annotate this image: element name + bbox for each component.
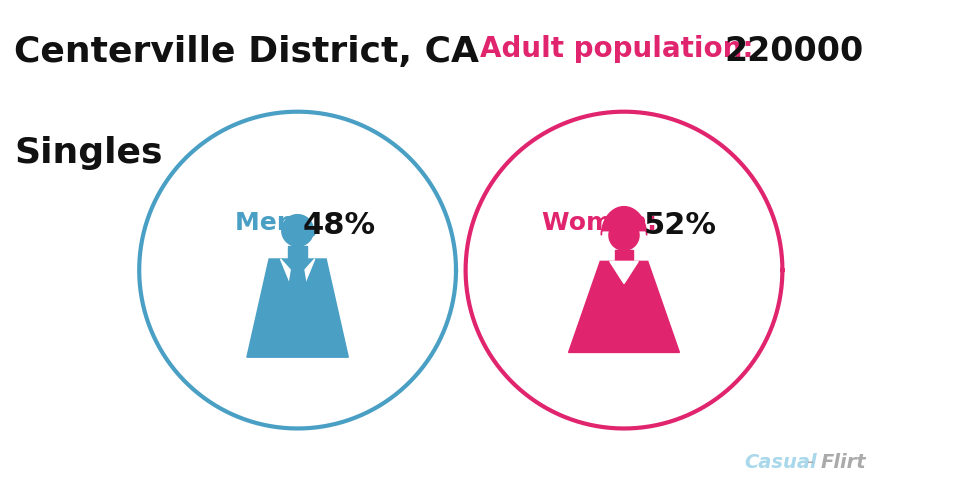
Text: 48%: 48% [302, 210, 375, 239]
Text: Singles: Singles [14, 135, 163, 169]
Text: Women:: Women: [542, 210, 666, 234]
Text: 220000: 220000 [725, 35, 864, 68]
Polygon shape [280, 260, 298, 294]
Text: Adult population:: Adult population: [480, 35, 763, 63]
Polygon shape [568, 262, 680, 353]
Polygon shape [610, 262, 638, 284]
Text: Casual: Casual [744, 452, 817, 471]
Polygon shape [312, 228, 315, 236]
Polygon shape [609, 221, 639, 251]
Polygon shape [283, 228, 286, 236]
Text: Men:: Men: [235, 210, 314, 234]
Polygon shape [615, 251, 633, 262]
Text: 52%: 52% [643, 210, 716, 239]
Polygon shape [247, 260, 348, 358]
Polygon shape [289, 268, 306, 329]
Polygon shape [601, 207, 647, 236]
Polygon shape [288, 247, 307, 260]
Text: Centerville District, CA: Centerville District, CA [14, 35, 479, 69]
Polygon shape [282, 215, 313, 247]
Text: Flirt: Flirt [821, 452, 867, 471]
Polygon shape [292, 268, 303, 277]
Polygon shape [298, 260, 315, 294]
Text: -: - [806, 452, 813, 471]
